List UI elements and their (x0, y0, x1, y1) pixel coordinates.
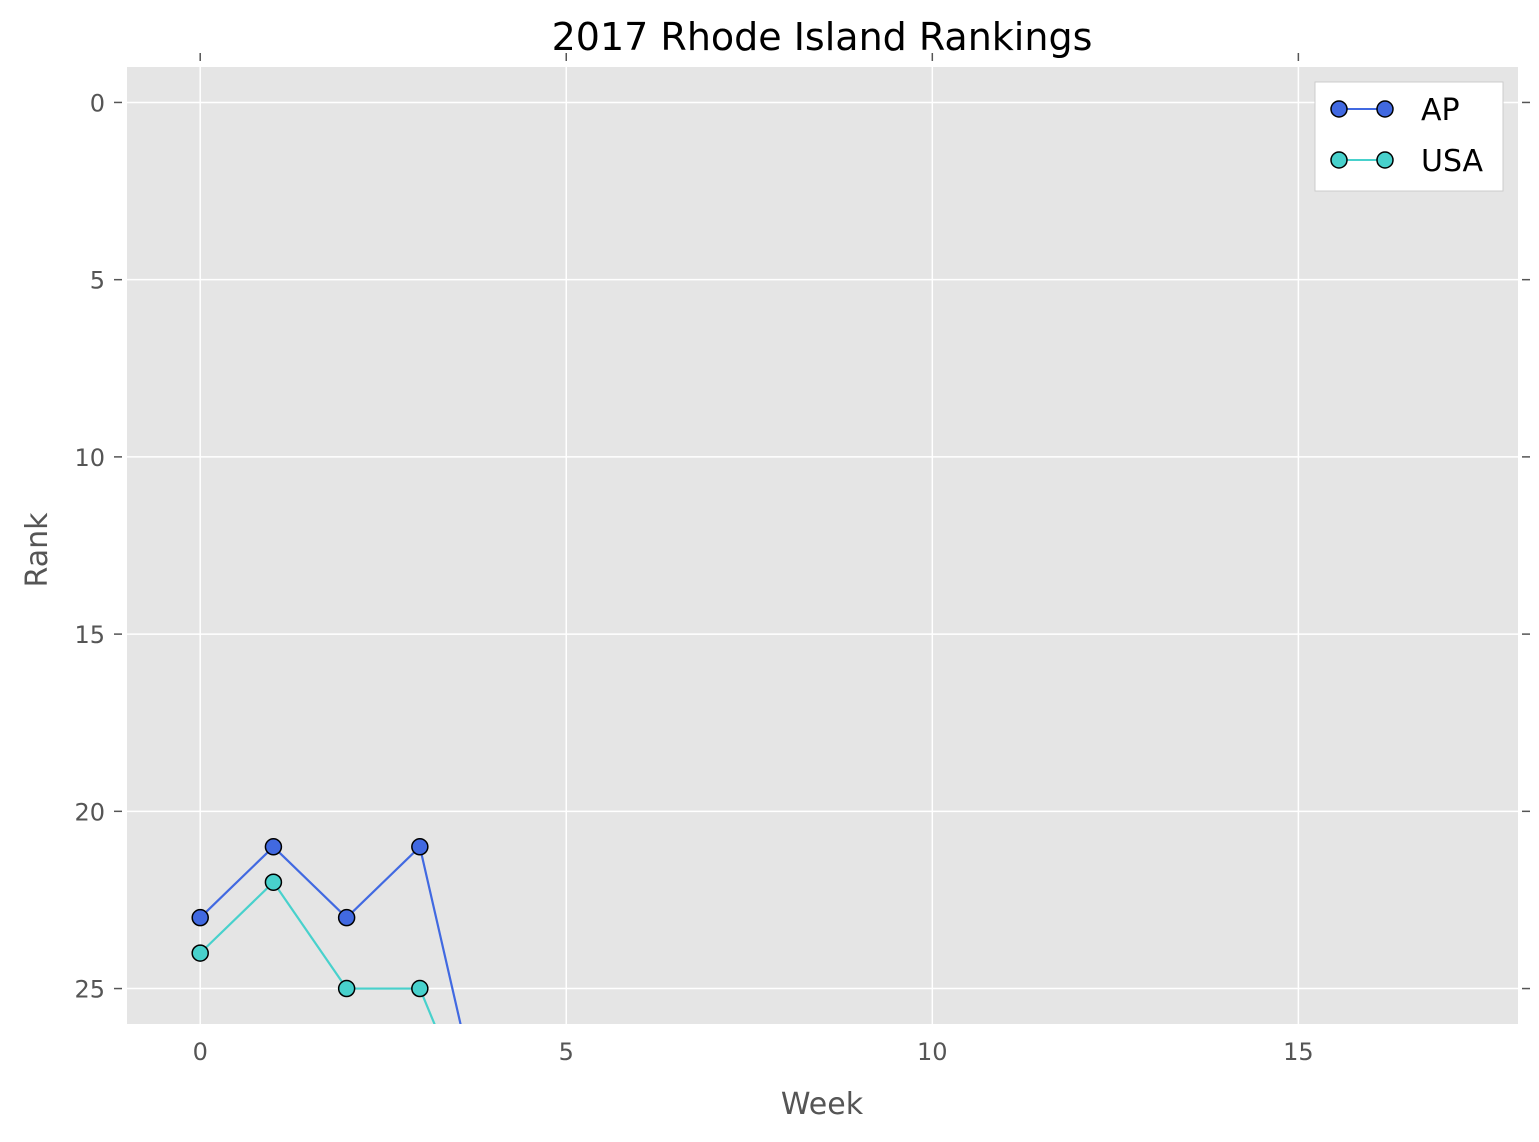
legend-label-ap: AP (1421, 93, 1460, 128)
x-tick-labels: 0 5 10 15 (193, 1038, 1314, 1066)
series-layer (191, 838, 462, 1024)
y-tick-label: 5 (90, 267, 105, 295)
data-point-ap (191, 908, 209, 927)
y-tick-label: 25 (74, 976, 105, 1004)
chart-title: 2017 Rhode Island Rankings (552, 15, 1093, 59)
legend-marker-ap (1330, 100, 1348, 118)
axis-ticks (114, 53, 1530, 990)
x-tick-label: 0 (193, 1038, 208, 1066)
x-tick-label: 15 (1283, 1038, 1314, 1066)
x-axis-label: Week (781, 1087, 864, 1122)
x-tick-label: 10 (917, 1038, 948, 1066)
data-point-usa (191, 944, 209, 962)
legend-box (1314, 81, 1504, 192)
legend-marker-ap (1376, 100, 1394, 118)
y-tick-label: 10 (74, 444, 105, 472)
data-point-usa (411, 979, 429, 998)
legend-label-usa: USA (1421, 144, 1484, 179)
legend-marker-usa (1376, 151, 1394, 169)
y-tick-label: 15 (74, 621, 105, 649)
data-point-ap (337, 908, 356, 927)
data-point-usa (337, 979, 356, 998)
legend-marker-usa (1330, 151, 1348, 169)
data-point-usa (264, 873, 283, 891)
y-tick-label: 0 (90, 89, 105, 117)
data-point-ap (264, 838, 283, 856)
x-tick-label: 5 (559, 1038, 574, 1066)
legend: AP USA (1314, 81, 1504, 192)
y-tick-label: 20 (74, 798, 105, 826)
y-axis-label: Rank (20, 512, 55, 588)
grid-lines (127, 67, 1518, 1024)
plot-area-background (127, 67, 1518, 1024)
data-point-ap (411, 838, 429, 856)
y-tick-labels: 0 5 10 15 20 25 (74, 89, 105, 1003)
